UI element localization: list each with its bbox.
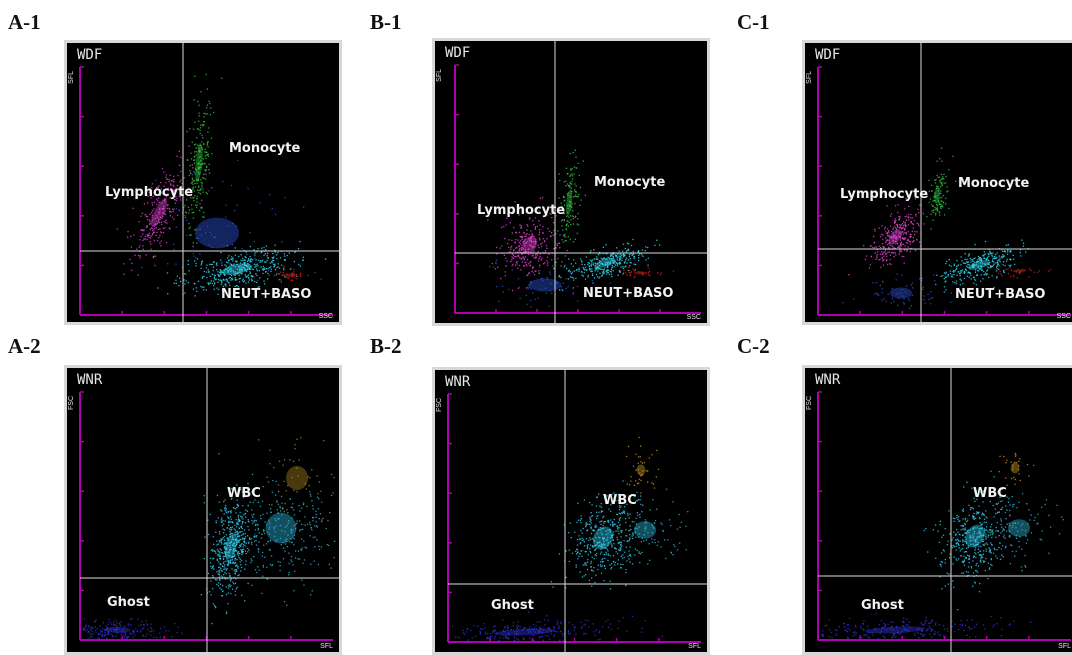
scatter-canvas — [435, 370, 707, 652]
x-axis-label: SSC — [687, 314, 701, 321]
cluster-core — [103, 627, 131, 633]
label-lymphocyte: Lymphocyte — [840, 187, 928, 202]
y-axis-label: FSC — [436, 398, 443, 412]
label-wbc: WBC — [973, 486, 1007, 501]
cluster-core — [529, 278, 562, 291]
label-ghost: Ghost — [861, 598, 904, 613]
cell-events — [842, 148, 1051, 309]
label-neut-baso: NEUT+BASO — [583, 286, 673, 301]
label-ghost: Ghost — [491, 598, 534, 613]
label-wbc: WBC — [603, 493, 637, 508]
cluster-core — [589, 523, 617, 553]
x-axis-label: SFL — [688, 643, 701, 650]
label-monocyte: Monocyte — [594, 175, 665, 190]
y-axis-label: SFL — [68, 71, 75, 84]
wnr-plot-b2: WNR FSC SFL WBC Ghost — [432, 367, 710, 655]
panel-label-c2: C-2 — [737, 334, 770, 359]
label-neut-baso: NEUT+BASO — [221, 287, 311, 302]
label-monocyte: Monocyte — [229, 141, 300, 156]
cluster-core — [286, 466, 308, 490]
cluster-core — [633, 271, 646, 274]
panel-label-b2: B-2 — [370, 334, 402, 359]
cell-events — [487, 150, 674, 308]
y-axis-label: FSC — [806, 396, 813, 410]
label-ghost: Ghost — [107, 595, 150, 610]
plot-title: WDF — [77, 47, 102, 63]
wnr-plot-a2: WNR FSC SFL WBC Ghost — [64, 365, 342, 655]
cell-events — [821, 453, 1064, 640]
wdf-plot-a1: WDF SFL SSC Lymphocyte Monocyte NEUT+BAS… — [64, 40, 342, 325]
y-axis-label: FSC — [68, 396, 75, 410]
x-axis-label: SSC — [319, 313, 333, 320]
label-monocyte: Monocyte — [958, 176, 1029, 191]
y-axis-label: SFL — [436, 69, 443, 82]
scatter-canvas — [435, 41, 707, 323]
x-axis-label: SSC — [1057, 313, 1071, 320]
scatter-canvas — [805, 43, 1072, 322]
label-wbc: WBC — [227, 486, 261, 501]
x-axis-label: SFL — [1058, 643, 1071, 650]
cluster-core — [1008, 519, 1030, 537]
cluster-core — [266, 513, 297, 544]
scatter-canvas — [67, 43, 339, 322]
cluster-core — [1011, 463, 1020, 474]
cluster-core — [195, 218, 239, 249]
plot-title: WNR — [445, 374, 470, 390]
cluster-core — [282, 273, 295, 276]
cluster-core — [634, 521, 656, 539]
wnr-plot-c2: WNR FSC SFL WBC Ghost — [802, 365, 1072, 655]
label-lymphocyte: Lymphocyte — [477, 203, 565, 218]
plot-title: WNR — [77, 372, 102, 388]
panel-label-c1: C-1 — [737, 10, 770, 35]
cluster-core — [1012, 269, 1025, 272]
wdf-plot-b1: WDF SFL SSC Lymphocyte Monocyte NEUT+BAS… — [432, 38, 710, 326]
x-axis-label: SFL — [320, 643, 333, 650]
wdf-plot-c1: WDF SFL SSC Lymphocyte Monocyte NEUT+BAS… — [802, 40, 1072, 325]
plot-title: WNR — [815, 372, 840, 388]
panel-label-a2: A-2 — [8, 334, 41, 359]
plot-title: WDF — [445, 45, 470, 61]
cluster-core — [637, 465, 646, 476]
label-lymphocyte: Lymphocyte — [105, 185, 193, 200]
panel-label-a1: A-1 — [8, 10, 41, 35]
panel-label-b1: B-1 — [370, 10, 402, 35]
cell-events — [452, 437, 688, 643]
y-axis-label: SFL — [806, 71, 813, 84]
scatter-canvas — [805, 368, 1072, 652]
label-neut-baso: NEUT+BASO — [955, 287, 1045, 302]
plot-title: WDF — [815, 47, 840, 63]
cluster-core — [890, 288, 912, 299]
